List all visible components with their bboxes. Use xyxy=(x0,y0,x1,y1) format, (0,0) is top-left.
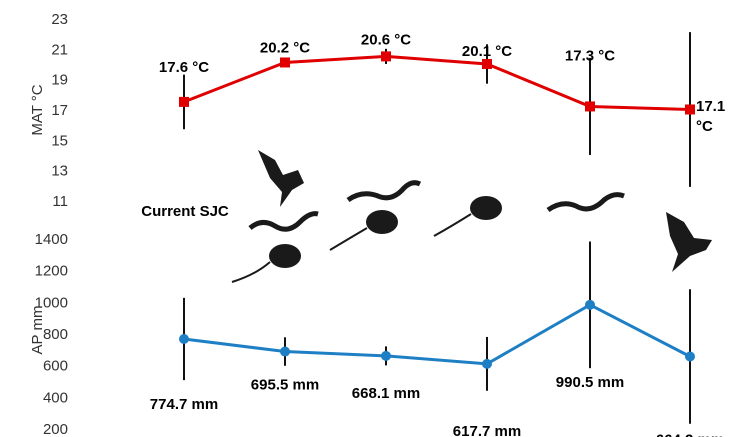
y-tick-label: 11 xyxy=(52,193,68,210)
bird-icon xyxy=(666,212,712,272)
value-label: 617.7 mm xyxy=(453,423,521,437)
rodent-icon xyxy=(470,196,502,220)
data-point xyxy=(685,104,695,114)
y-tick-label: 17 xyxy=(51,102,68,119)
snake-icon xyxy=(348,183,420,200)
rodent-tail xyxy=(232,262,270,282)
y-tick-label: 21 xyxy=(51,41,68,58)
y-tick-label: 400 xyxy=(43,389,68,406)
data-line xyxy=(184,305,690,364)
y-tick-label: 15 xyxy=(51,132,68,149)
data-point xyxy=(585,300,595,310)
chart-page: MAT °C AP mm 1113151719212317.6 °C20.2 °… xyxy=(0,0,740,437)
value-label: 20.2 °C xyxy=(260,39,310,56)
y-tick-label: 1200 xyxy=(35,263,68,280)
y-tick-label: 800 xyxy=(43,326,68,343)
value-label: 668.1 mm xyxy=(352,385,420,402)
rodent-icon xyxy=(269,244,301,268)
y-tick-label: 200 xyxy=(43,421,68,437)
value-label: 17.6 °C xyxy=(159,59,209,76)
rodent-tail xyxy=(330,228,367,250)
data-point xyxy=(381,51,391,61)
data-point xyxy=(482,359,492,369)
snake-icon xyxy=(250,214,318,230)
y-tick-label: 13 xyxy=(51,163,68,180)
silhouettes xyxy=(232,150,712,282)
y-tick-label: 600 xyxy=(43,358,68,375)
data-point xyxy=(585,101,595,111)
data-point xyxy=(179,334,189,344)
annotation: Current SJC xyxy=(140,202,230,222)
data-point xyxy=(280,57,290,67)
y-tick-label: 1000 xyxy=(35,294,68,311)
value-label: 17.1 °C xyxy=(696,97,732,137)
y-tick-label: 19 xyxy=(51,72,68,89)
value-label: 990.5 mm xyxy=(556,374,624,391)
y-axis-title: MAT °C xyxy=(29,84,46,135)
data-point xyxy=(381,351,391,361)
bird-icon xyxy=(258,150,304,207)
value-label: 20.1 °C xyxy=(462,43,512,60)
data-point xyxy=(482,59,492,69)
value-label: 774.7 mm xyxy=(150,396,218,413)
y-tick-label: 23 xyxy=(51,11,68,28)
rodent-icon xyxy=(366,210,398,234)
snake-icon xyxy=(548,195,624,210)
rodent-tail xyxy=(434,214,471,236)
value-label: 695.5 mm xyxy=(251,377,319,394)
data-point xyxy=(685,352,695,362)
data-point xyxy=(179,97,189,107)
chart: MAT °C AP mm 1113151719212317.6 °C20.2 °… xyxy=(0,0,740,437)
data-point xyxy=(280,347,290,357)
y-tick-label: 1400 xyxy=(35,231,68,248)
value-label: 664.2 mm xyxy=(656,431,724,437)
value-label: 20.6 °C xyxy=(361,31,411,48)
value-label: 17.3 °C xyxy=(565,47,615,64)
